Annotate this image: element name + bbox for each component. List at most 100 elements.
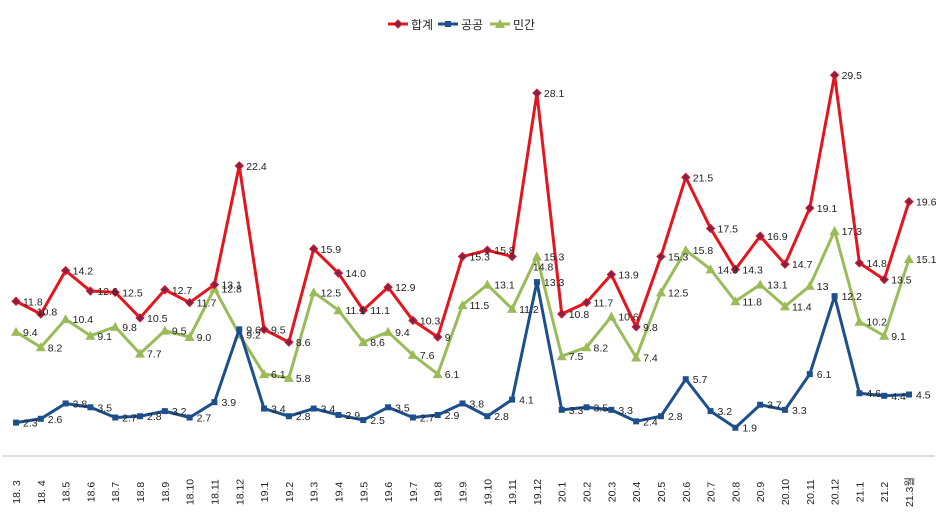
data-point-1-3 <box>87 404 94 411</box>
data-label-1-19: 2.8 <box>494 411 509 423</box>
data-label-0-3: 12.6 <box>97 286 118 298</box>
data-point-2-3 <box>85 330 96 340</box>
data-label-1-27: 5.7 <box>693 374 708 386</box>
data-point-2-22 <box>556 351 567 361</box>
data-point-2-35 <box>879 330 890 340</box>
data-point-0-23 <box>581 297 592 308</box>
data-label-1-14: 2.5 <box>370 415 385 427</box>
data-point-0-6 <box>160 285 170 295</box>
x-tick-label: 19.5 <box>358 482 370 503</box>
data-label-2-31: 11.4 <box>792 301 812 313</box>
data-label-0-15: 12.9 <box>395 282 416 294</box>
data-label-0-10: 9.5 <box>271 324 286 336</box>
data-label-0-35: 13.5 <box>891 275 912 287</box>
x-tick-label: 20.2 <box>582 482 594 503</box>
x-tick-label: 19.1 <box>259 482 271 503</box>
x-axis-ticks: 18. 3 18. 4 18.5 18.6 18.7 18.8 18.9 18.10 18.11… <box>11 477 916 507</box>
x-tick-label: 20.6 <box>681 482 693 503</box>
data-label-0-14: 11.1 <box>370 305 390 317</box>
data-label-1-32: 6.1 <box>817 369 832 381</box>
legend-marker <box>495 19 505 28</box>
data-label-0-26: 15.3 <box>668 252 689 264</box>
x-tick-label: 19.12 <box>532 479 544 505</box>
x-tick-label: 18.7 <box>110 482 122 503</box>
data-point-1-22 <box>558 406 565 413</box>
data-label-1-1: 2.6 <box>48 414 63 426</box>
data-point-2-0 <box>11 326 21 336</box>
data-label-2-32: 13 <box>817 281 829 293</box>
data-point-2-14 <box>358 337 369 347</box>
data-point-0-3 <box>85 286 96 296</box>
legend-item-0: 합계 <box>388 18 433 32</box>
data-point-0-21 <box>532 88 542 98</box>
data-point-0-34 <box>854 258 865 268</box>
data-label-0-18: 15.3 <box>470 252 491 264</box>
data-point-0-24 <box>606 269 617 280</box>
legend-item-2: 민간 <box>490 18 535 32</box>
data-label-extra-0: 10.8 <box>37 306 58 318</box>
data-point-0-1 <box>36 309 46 319</box>
data-label-1-24: 3.3 <box>618 405 633 417</box>
data-label-1-31: 3.3 <box>792 405 807 417</box>
data-point-1-13 <box>335 411 342 418</box>
data-label-2-14: 8.6 <box>370 337 385 349</box>
data-label-0-32: 19.1 <box>817 203 838 215</box>
x-tick-label: 19.2 <box>284 482 296 503</box>
data-point-2-29 <box>730 296 741 306</box>
data-label-1-25: 2.4 <box>643 416 658 428</box>
x-tick-label: 20.12 <box>830 479 842 505</box>
chart-legend: 합계 공공 민간 <box>388 18 535 32</box>
data-point-1-25 <box>633 418 640 425</box>
data-point-0-2 <box>60 265 71 276</box>
data-label-2-33: 17.3 <box>842 226 863 238</box>
data-label-2-7: 9.0 <box>197 332 212 344</box>
data-point-2-16 <box>407 349 418 359</box>
data-label-2-29: 11.8 <box>742 296 762 308</box>
data-label-0-30: 16.9 <box>767 231 788 243</box>
data-label-0-25: 9.8 <box>643 322 658 334</box>
data-label-0-21: 28.1 <box>544 88 565 100</box>
data-label-2-1: 8.2 <box>48 342 63 354</box>
x-tick-label: 18.5 <box>61 482 73 503</box>
data-label-0-34: 14.8 <box>866 258 887 270</box>
data-point-1-11 <box>285 413 292 420</box>
data-point-0-11 <box>284 337 294 347</box>
data-label-2-13: 11.1 <box>345 305 365 317</box>
data-label-1-18: 3.8 <box>470 398 485 410</box>
x-tick-label: 18.10 <box>185 479 197 505</box>
data-label-0-19: 15.8 <box>494 245 515 257</box>
data-point-1-27 <box>682 376 689 383</box>
data-point-1-9 <box>236 326 243 333</box>
x-tick-label: 21.2 <box>879 482 891 503</box>
data-point-1-23 <box>583 404 590 411</box>
data-point-1-36 <box>906 391 912 398</box>
x-tick-label: 19.9 <box>458 482 470 503</box>
data-label-2-35: 9.1 <box>891 331 906 343</box>
data-label-0-2: 14.2 <box>73 266 94 278</box>
data-label-1-20: 4.1 <box>519 395 534 407</box>
data-label-2-3: 9.1 <box>97 331 112 343</box>
x-tick-label: 19.3 <box>309 482 321 503</box>
x-tick-label: 20.8 <box>730 482 742 503</box>
x-tick-label: 19.6 <box>383 482 395 503</box>
data-label-1-35: 4.4 <box>891 391 906 403</box>
data-label-1-9: 9.6 <box>246 324 261 336</box>
data-point-1-10 <box>261 405 268 412</box>
x-tick-label: 18. 3 <box>11 480 23 504</box>
data-point-0-13 <box>333 268 344 278</box>
x-tick-label: 19.11 <box>507 479 519 505</box>
data-point-1-33 <box>831 293 838 300</box>
data-label-1-29: 1.9 <box>742 423 757 435</box>
data-label-0-28: 17.5 <box>718 223 739 235</box>
x-tick-label: 18.12 <box>234 479 246 505</box>
x-tick-label: 20.1 <box>557 482 569 503</box>
data-label-2-8: 12.8 <box>221 283 242 295</box>
data-label-0-29: 14.3 <box>742 264 763 276</box>
x-tick-label: 20.11 <box>805 479 817 505</box>
data-point-2-33 <box>829 226 840 236</box>
data-label-2-10: 6.1 <box>271 369 286 381</box>
data-label-2-23: 8.2 <box>594 342 609 354</box>
x-tick-label: 20.9 <box>755 482 767 503</box>
data-label-2-22: 7.5 <box>569 351 584 363</box>
data-point-2-19 <box>482 279 493 289</box>
